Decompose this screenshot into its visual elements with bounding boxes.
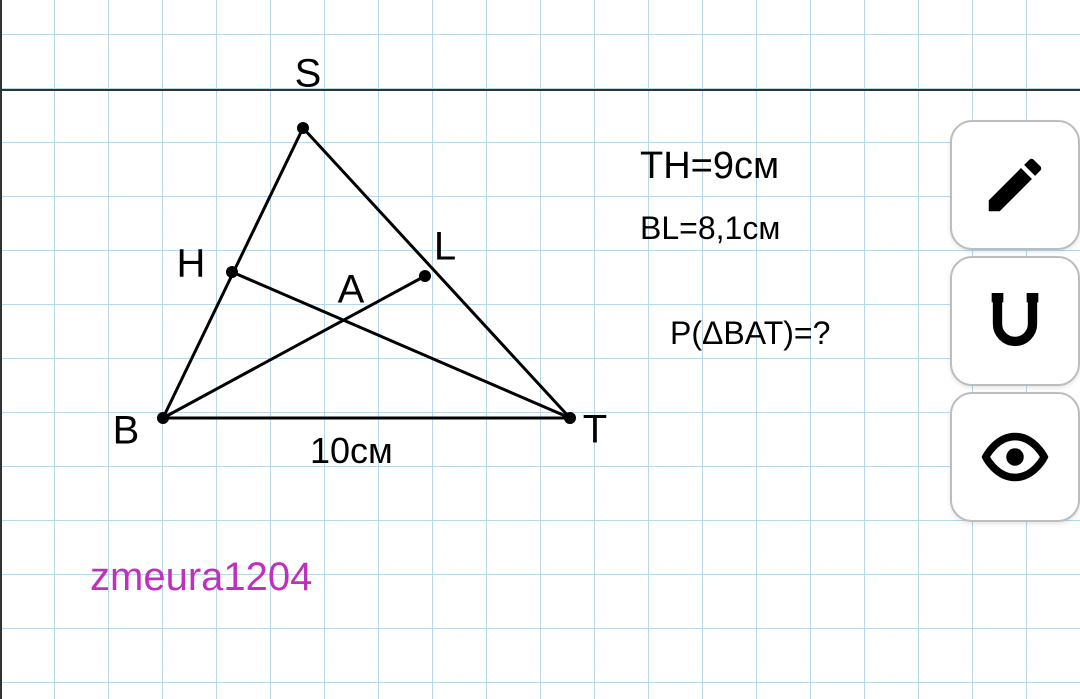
edge-T-H	[232, 272, 570, 418]
snap-button[interactable]	[950, 256, 1080, 386]
point-T	[564, 412, 576, 424]
edit-button[interactable]	[950, 120, 1080, 250]
given-th: ТН=9см	[640, 145, 779, 188]
point-H	[226, 266, 238, 278]
view-button[interactable]	[950, 392, 1080, 522]
question-perimeter: P(ΔBAT)=?	[670, 315, 830, 352]
toolbar	[950, 120, 1080, 522]
point-B	[157, 412, 169, 424]
magnet-icon	[980, 286, 1050, 356]
given-bl: BL=8,1см	[640, 210, 780, 247]
watermark-text: zmeura1204	[90, 555, 312, 600]
eye-icon	[980, 422, 1050, 492]
point-L	[419, 270, 431, 282]
base-length-label: 10см	[310, 430, 393, 472]
edge-S-T	[303, 128, 570, 418]
point-S	[297, 122, 309, 134]
pencil-icon	[980, 150, 1050, 220]
